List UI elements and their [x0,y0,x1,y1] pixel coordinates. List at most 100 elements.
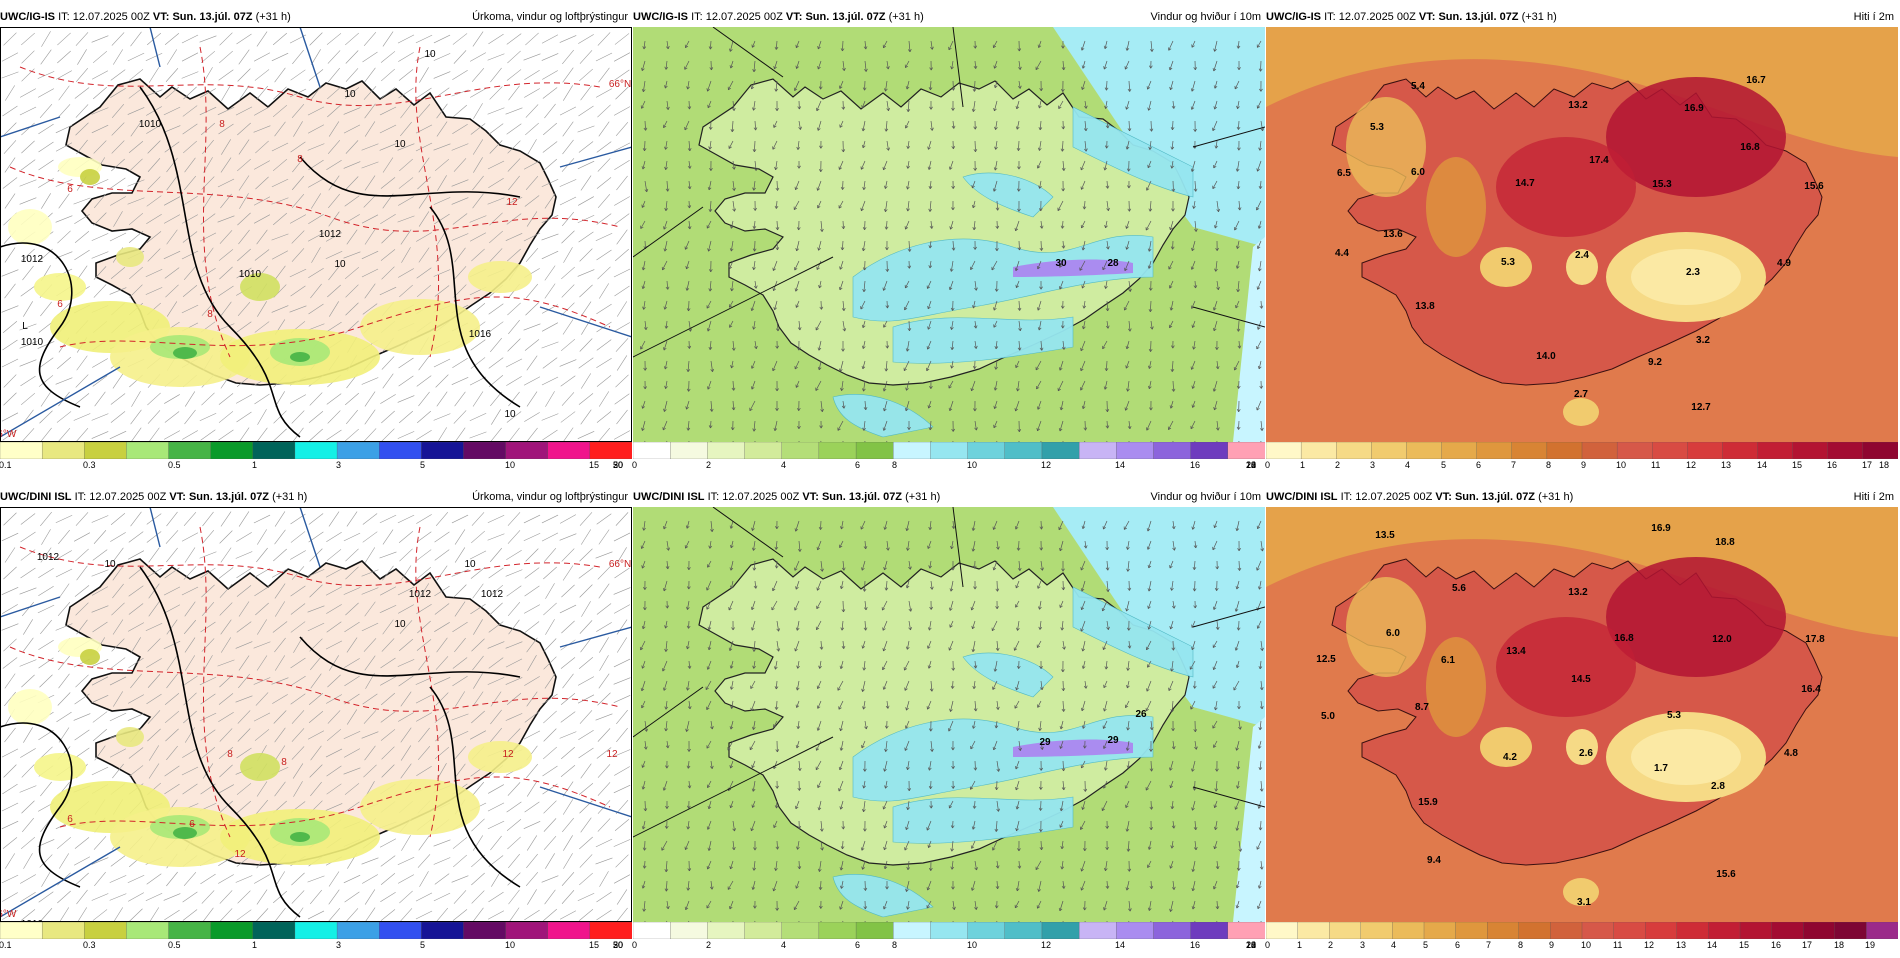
map-value-label: 12 [234,849,246,860]
panel-header: UWC/DINI ISL IT: 12.07.2025 00Z VT: Sun.… [0,488,632,506]
colorbar-swatch [1547,442,1583,459]
colorbar-swatch [745,922,783,939]
model-name: UWC/DINI ISL [633,491,705,503]
colorbar-tick-label: 5 [420,940,425,951]
map-value-label: 12 [502,749,514,760]
map-value-label: 5.4 [1411,81,1425,92]
colorbar-swatch [1371,442,1407,459]
colorbar-swatch [1079,442,1117,459]
colorbar-swatch [1645,922,1677,939]
colorbar-swatch [782,442,820,459]
vt-label: VT: [1435,491,1452,503]
map-value-label: 12.0 [1712,634,1732,645]
colorbar-swatch [1336,442,1372,459]
colorbar-tick-label: 16 [1190,460,1200,471]
colorbar-swatch [1828,442,1864,459]
map-value-label: 16.8 [1740,142,1760,153]
map-value-label: 13.4 [1506,646,1526,657]
colorbar-tick-label: 18 [1834,940,1844,951]
colorbar-swatch [1361,922,1393,939]
colorbar-swatch [1722,442,1758,459]
model-name: UWC/DINI ISL [0,491,72,503]
colorbar [0,442,632,459]
init-time: 12.07.2025 00Z [89,491,166,503]
colorbar-tick-label: 0 [632,940,637,951]
colorbar [633,442,1265,459]
colorbar-swatch [633,442,671,459]
vt-label: VT: [1419,11,1436,23]
colorbar-swatch [42,922,85,939]
colorbar-swatch [856,922,894,939]
map-value-label: 66°N [609,559,631,570]
map-value-label: 13.2 [1568,100,1588,111]
colorbar-tick-label: 3 [336,460,341,471]
colorbar-swatch [1687,442,1723,459]
panel-header: UWC/DINI ISL IT: 12.07.2025 00Z VT: Sun.… [633,488,1265,506]
colorbar-swatch [295,442,338,459]
colorbar-swatch [1228,442,1265,459]
map-value-label: 1016 [469,329,492,340]
map-value-label: L [22,321,28,332]
colorbar-tick-label: 5 [1423,940,1428,951]
map-canvas: 1012101210121010101012121088661216°W66°N [0,507,632,922]
colorbar-swatch [745,442,783,459]
map-value-label: 13.2 [1568,587,1588,598]
map-value-label: 12.5 [1316,654,1336,665]
map-value-label: 13.8 [1415,301,1435,312]
valid-time: Sun. 13.júl. 07Z [189,491,269,503]
valid-time: Sun. 13.júl. 07Z [822,491,902,503]
colorbar [1266,442,1898,459]
colorbar-swatch [1406,442,1442,459]
colorbar-swatch [169,922,212,939]
model-name: UWC/DINI ISL [1266,491,1338,503]
colorbar-swatch [337,922,380,939]
colorbar-swatch [1424,922,1456,939]
colorbar-tick-label: 9 [1581,460,1586,471]
colorbar-swatch [1442,442,1478,459]
map-value-label: 16.4 [1801,684,1821,695]
map-value-label: 6 [57,299,63,310]
model-name: UWC/IG-IS [633,11,688,23]
panel-title: Vindur og hviður í 10m [1151,488,1261,506]
it-label: IT: [1341,491,1353,503]
colorbar-swatch [1512,442,1548,459]
colorbar-swatch [819,922,857,939]
colorbar-swatch [463,922,506,939]
colorbar-tick-label: 4 [1391,940,1396,951]
colorbar-swatch [421,922,464,939]
map-value-label: 14.7 [1515,178,1535,189]
colorbar-swatch [1772,922,1804,939]
model-name: UWC/IG-IS [1266,11,1321,23]
colorbar-tick-label: 50 [613,460,623,471]
colorbar-swatch [1042,442,1080,459]
colorbar-tick-label: 3 [1370,460,1375,471]
lead-time: (+31 h) [256,11,291,23]
colorbar-swatch [1005,442,1043,459]
colorbar-swatch [0,922,43,939]
panel-header: UWC/DINI ISL IT: 12.07.2025 00Z VT: Sun.… [1266,488,1898,506]
valid-time: Sun. 13.júl. 07Z [172,11,252,23]
colorbar-swatch [548,442,591,459]
colorbar-tick-label: 0 [1265,460,1270,471]
colorbar-tick-label: 11 [1613,940,1622,951]
lead-time: (+31 h) [272,491,307,503]
map-value-label: 5.3 [1370,122,1384,133]
colorbar-tick-label: 14 [1115,460,1125,471]
colorbar-swatch [856,442,894,459]
map-panel-wind: UWC/IG-IS IT: 12.07.2025 00Z VT: Sun. 13… [633,8,1265,478]
map-value-label: 1010 [139,119,162,130]
it-label: IT: [75,491,87,503]
map-value-label: 9.2 [1648,357,1662,368]
map-value-label: 8 [219,119,225,130]
colorbar-tick-label: 7 [1511,460,1516,471]
map-value-label: 6 [189,819,195,830]
colorbar-tick-label: 1 [1300,460,1305,471]
colorbar-swatch [1758,442,1794,459]
map-value-label: 10 [104,559,116,570]
map-value-label: 4.9 [1777,258,1791,269]
colorbar-swatch [1519,922,1551,939]
map-value-label: 14.0 [1536,351,1556,362]
